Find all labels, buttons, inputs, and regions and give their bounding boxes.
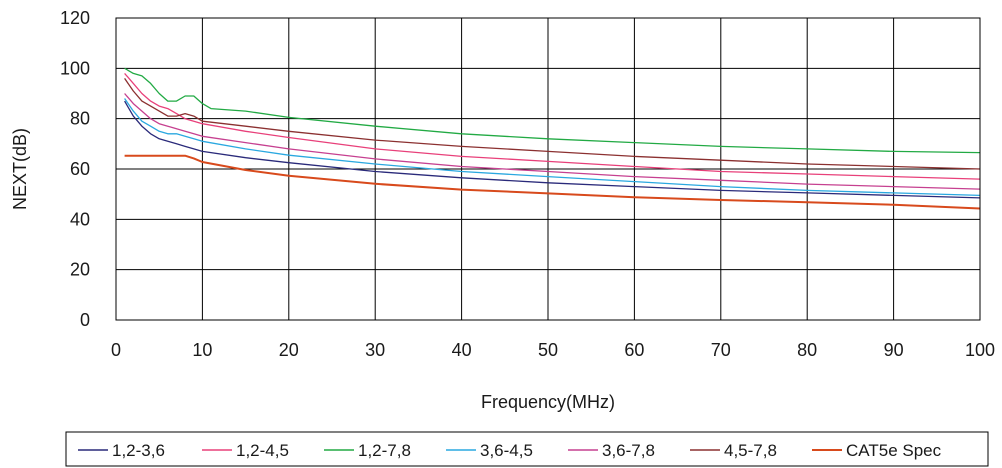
legend-label: 3,6-4,5	[480, 441, 533, 460]
y-tick-label: 20	[70, 260, 90, 280]
y-axis-title: NEXT(dB)	[10, 128, 30, 210]
legend-label: 1,2-3,6	[112, 441, 165, 460]
series-line-6	[124, 154, 981, 210]
x-tick-label: 80	[797, 340, 817, 360]
legend-label: CAT5e Spec	[846, 441, 942, 460]
x-axis-title: Frequency(MHz)	[481, 392, 615, 412]
legend-label: 4,5-7,8	[724, 441, 777, 460]
legend-label: 3,6-7,8	[602, 441, 655, 460]
y-tick-label: 80	[70, 109, 90, 129]
y-tick-labels: 0 20 40 60 80 100 120	[60, 8, 90, 330]
x-tick-label: 30	[365, 340, 385, 360]
x-tick-label: 90	[884, 340, 904, 360]
series-line-2	[124, 67, 981, 154]
series-line-5	[124, 78, 981, 170]
series-line-1	[124, 72, 981, 180]
x-tick-label: 0	[111, 340, 121, 360]
series-line-4	[124, 93, 981, 190]
x-tick-label: 20	[279, 340, 299, 360]
x-tick-label: 50	[538, 340, 558, 360]
x-tick-label: 40	[452, 340, 472, 360]
series-lines	[124, 67, 981, 210]
x-tick-labels: 0 10 20 30 40 50 60 70 80 90 100	[111, 340, 995, 360]
y-tick-label: 40	[70, 209, 90, 229]
series-line-3	[124, 98, 981, 197]
x-tick-label: 10	[192, 340, 212, 360]
legend: 1,2-3,6 1,2-4,5 1,2-7,8 3,6-4,5 3,6-7,8 4,5-7…	[65, 431, 989, 467]
x-tick-label: 60	[624, 340, 644, 360]
y-tick-label: 120	[60, 8, 90, 28]
legend-label: 1,2-4,5	[236, 441, 289, 460]
y-tick-label: 0	[80, 310, 90, 330]
series-line-0	[124, 100, 981, 199]
x-tick-label: 100	[965, 340, 995, 360]
x-tick-label: 70	[711, 340, 731, 360]
legend-label: 1,2-7,8	[358, 441, 411, 460]
y-tick-label: 60	[70, 159, 90, 179]
y-tick-label: 100	[60, 58, 90, 78]
plot-area-frame	[115, 17, 981, 321]
